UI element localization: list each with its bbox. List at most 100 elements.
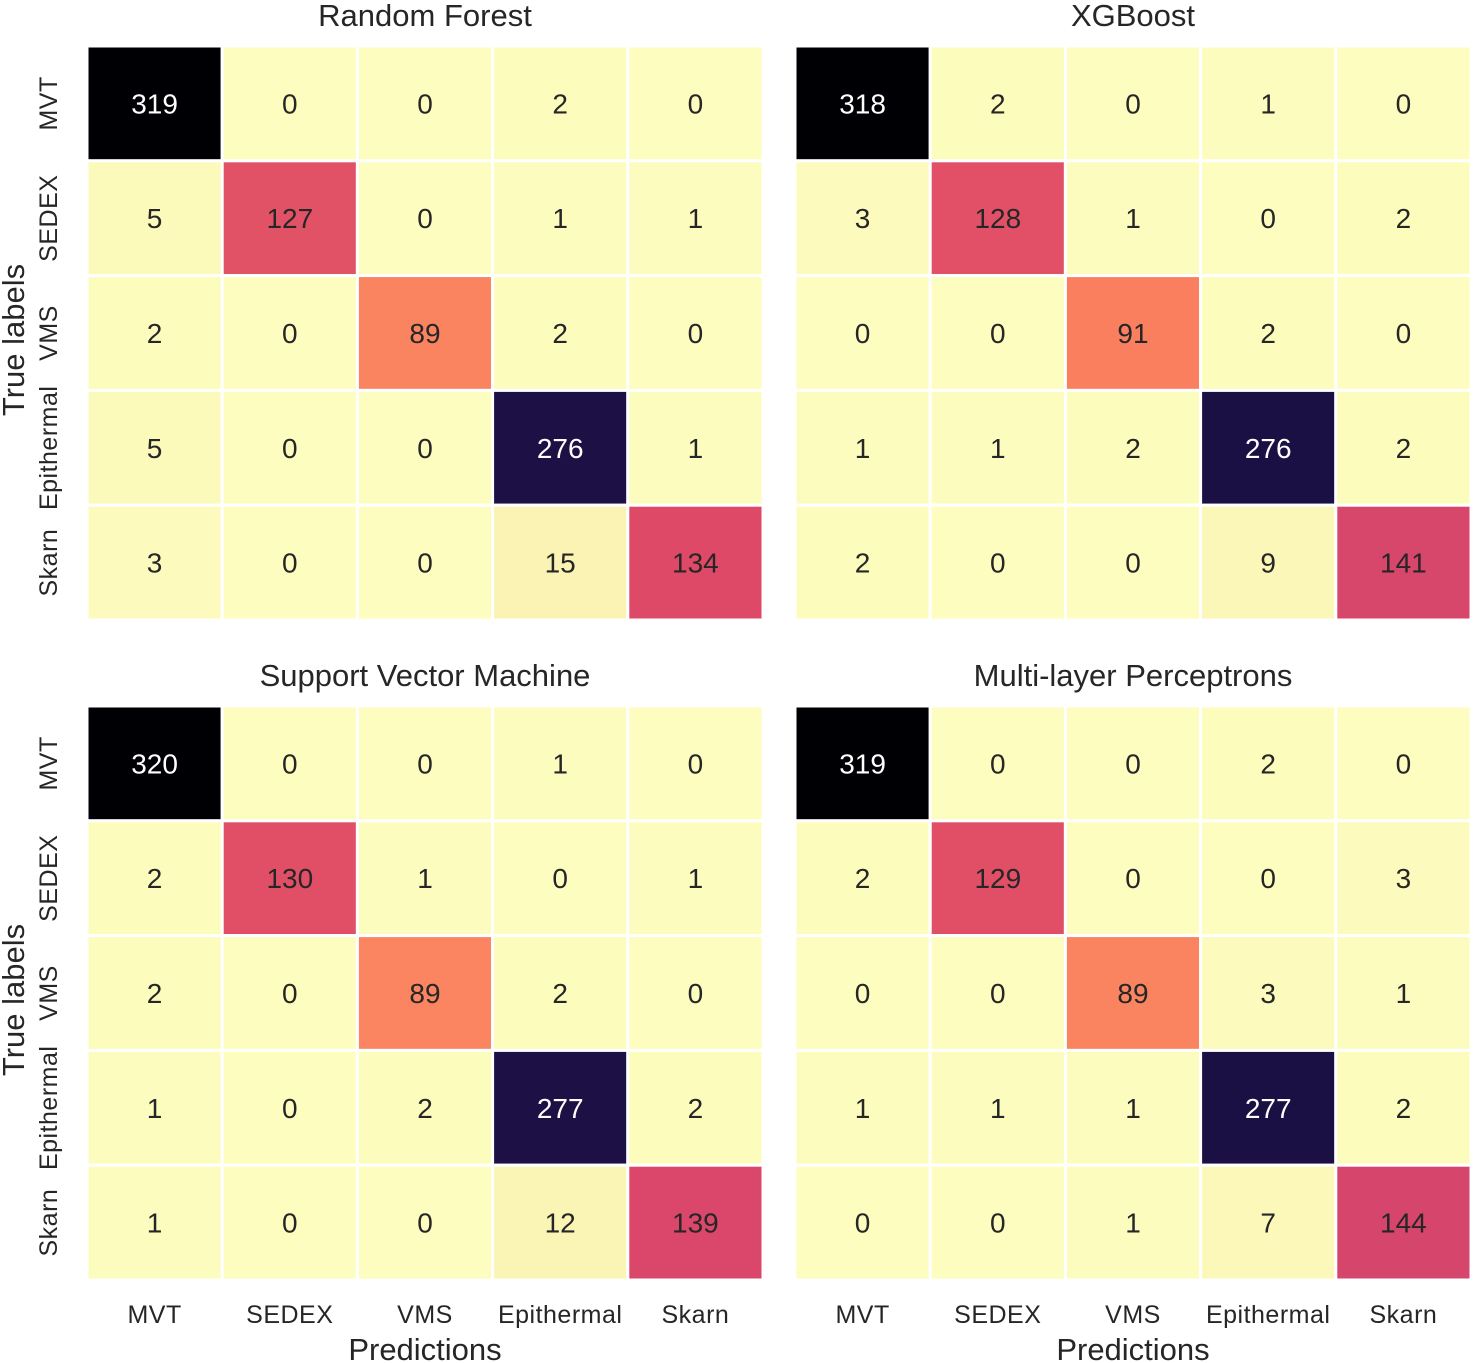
heatmap-cell <box>928 704 1067 823</box>
cell-value-label: 0 <box>990 548 1006 579</box>
cell-value-label: 2 <box>147 978 163 1009</box>
cell-value-label: 1 <box>417 863 433 894</box>
heatmap-cell <box>1334 388 1473 507</box>
x-tick-label: VMS <box>397 1301 453 1329</box>
heatmap-cell <box>491 1163 630 1282</box>
cell-value-label: 0 <box>990 1208 1006 1239</box>
cell-value-label: 0 <box>417 433 433 464</box>
heatmap-cell <box>928 388 1067 507</box>
cell-value-label: 1 <box>688 433 704 464</box>
heatmap-cell <box>793 159 932 278</box>
heatmap-panel-0: Random Forest 319 0 0 2 0 5 127 0 1 1 2 0 89 2 0 5 0 0 276 1… <box>0 0 765 622</box>
cell-value-label: 15 <box>545 548 576 579</box>
y-tick-label: Epithermal <box>35 386 63 511</box>
cell-value-label: 0 <box>282 88 298 119</box>
cell-value-label: 0 <box>417 1208 433 1239</box>
heatmap-cell <box>626 388 765 507</box>
x-tick-label: Skarn <box>661 1301 729 1329</box>
heatmap-cell <box>1199 1163 1338 1282</box>
cell-value-label: 0 <box>990 318 1006 349</box>
y-tick-label: Skarn <box>35 1189 63 1257</box>
cell-value-label: 3 <box>1260 978 1276 1009</box>
x-tick-label: Epithermal <box>498 1301 623 1329</box>
cell-value-label: 141 <box>1380 548 1427 579</box>
heatmap-cell <box>928 503 1067 622</box>
cell-value-label: 0 <box>1396 748 1412 779</box>
cell-value-label: 0 <box>282 1093 298 1124</box>
heatmap-cell <box>793 1163 932 1282</box>
cell-value-label: 0 <box>1125 548 1141 579</box>
heatmap-cell <box>1063 819 1203 938</box>
heatmap-cell <box>220 503 359 622</box>
y-tick-label: SEDEX <box>35 175 63 262</box>
cell-value-label: 0 <box>1260 203 1276 234</box>
heatmap-cell <box>220 44 359 163</box>
y-tick-label: Skarn <box>35 529 63 597</box>
heatmap-cell <box>1334 934 1473 1052</box>
panel-title: XGBoost <box>1071 0 1195 33</box>
cell-value-label: 2 <box>688 1093 704 1124</box>
heatmap-panel-3: Multi-layer Perceptrons 319 0 0 2 0 2 129 0 0 3 0 0 8… <box>793 658 1473 1363</box>
cell-value-label: 0 <box>688 978 704 1009</box>
x-tick-label: SEDEX <box>954 1301 1041 1329</box>
cell-value-label: 1 <box>688 203 704 234</box>
cell-value-label: 128 <box>974 203 1021 234</box>
panel-title: Random Forest <box>318 0 532 33</box>
x-tick-label: MVT <box>835 1301 889 1329</box>
heatmap-cell <box>928 274 1067 392</box>
y-axis-label: True labels <box>0 924 31 1076</box>
heatmap-cell <box>626 159 765 278</box>
cell-value-label: 144 <box>1380 1208 1427 1239</box>
heatmap-cell <box>1334 503 1473 622</box>
heatmap-cell <box>355 388 495 507</box>
heatmap-cell <box>626 934 765 1052</box>
cell-value-label: 2 <box>1396 433 1412 464</box>
cell-value-label: 2 <box>552 88 568 119</box>
cell-value-label: 0 <box>417 548 433 579</box>
cell-value-label: 0 <box>282 978 298 1009</box>
cell-value-label: 1 <box>688 863 704 894</box>
cell-value-label: 0 <box>1125 88 1141 119</box>
cell-value-label: 0 <box>855 1208 871 1239</box>
cell-value-label: 319 <box>839 748 886 779</box>
heatmap-cell <box>85 44 224 163</box>
cell-value-label: 1 <box>147 1208 163 1239</box>
cell-value-label: 1 <box>552 748 568 779</box>
heatmap-cell <box>928 819 1067 938</box>
cell-value-label: 277 <box>537 1093 584 1124</box>
y-tick-label: VMS <box>35 305 63 361</box>
cell-value-label: 127 <box>266 203 313 234</box>
heatmap-cell <box>1063 503 1203 622</box>
heatmap-cell <box>491 704 630 823</box>
cell-value-label: 0 <box>1396 318 1412 349</box>
cell-value-label: 318 <box>839 88 886 119</box>
heatmap-cell <box>491 1048 630 1167</box>
heatmap-cell <box>1063 44 1203 163</box>
heatmap-cell <box>1334 819 1473 938</box>
cell-value-label: 0 <box>417 88 433 119</box>
cell-value-label: 0 <box>282 318 298 349</box>
heatmap-cell <box>928 934 1067 1052</box>
cell-value-label: 0 <box>855 978 871 1009</box>
cell-value-label: 1 <box>990 1093 1006 1124</box>
heatmap-cell <box>355 1048 495 1167</box>
cell-value-label: 1 <box>990 433 1006 464</box>
heatmap-cell <box>220 1048 359 1167</box>
y-tick-label: MVT <box>35 736 63 790</box>
heatmap-cell <box>491 388 630 507</box>
cell-value-label: 7 <box>1260 1208 1276 1239</box>
cell-value-label: 2 <box>855 863 871 894</box>
heatmap-cell <box>491 819 630 938</box>
heatmap-cell <box>1334 1163 1473 1282</box>
cell-value-label: 2 <box>855 548 871 579</box>
y-tick-label: MVT <box>35 76 63 130</box>
cell-value-label: 9 <box>1260 548 1276 579</box>
heatmap-cell <box>85 159 224 278</box>
cell-value-label: 139 <box>672 1208 719 1239</box>
x-tick-label: VMS <box>1105 1301 1161 1329</box>
cell-value-label: 2 <box>1260 318 1276 349</box>
heatmap-cell <box>1063 934 1203 1052</box>
cell-value-label: 0 <box>552 863 568 894</box>
